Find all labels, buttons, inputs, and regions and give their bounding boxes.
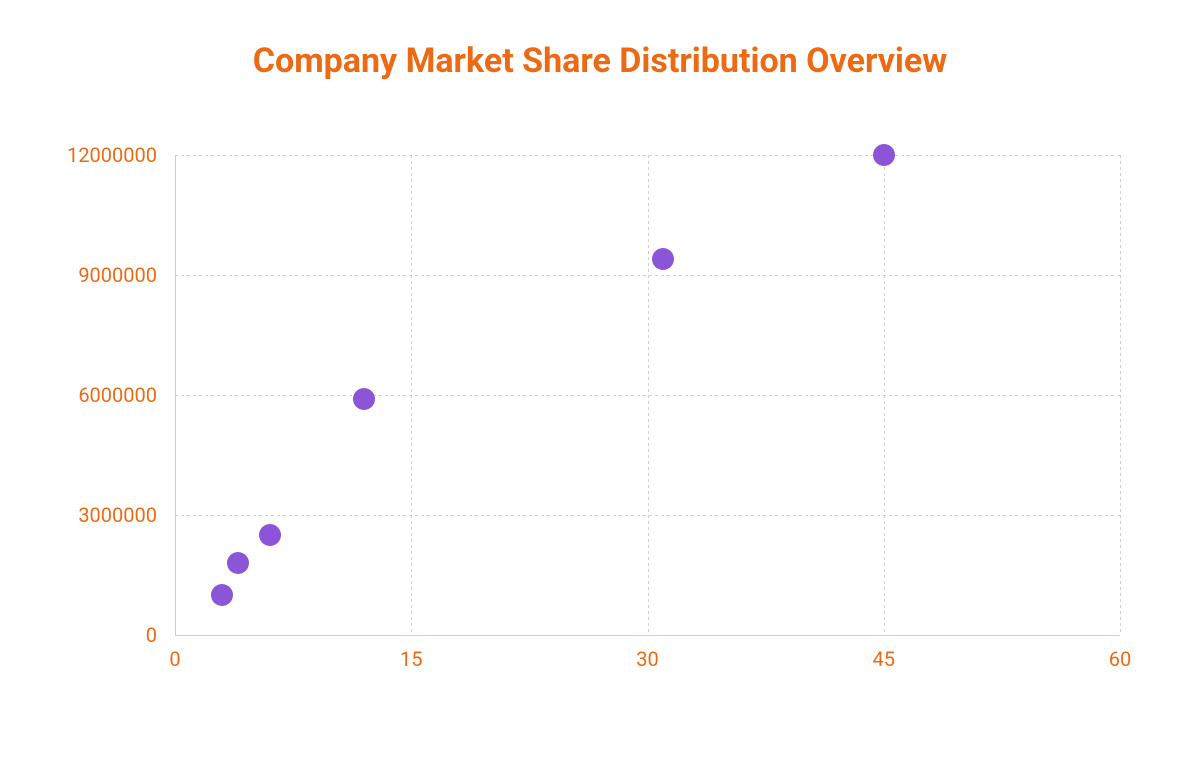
- grid-line-vertical: [648, 155, 649, 635]
- y-tick-label: 0: [7, 623, 157, 647]
- y-tick-label: 9000000: [7, 263, 157, 287]
- x-tick-label: 60: [1080, 647, 1160, 671]
- y-tick-label: 6000000: [7, 383, 157, 407]
- data-point: [211, 584, 233, 606]
- data-point: [227, 552, 249, 574]
- y-axis-line: [175, 155, 176, 635]
- grid-line-vertical: [884, 155, 885, 635]
- x-tick-label: 45: [844, 647, 924, 671]
- plot-area: 030000006000000900000012000000015304560: [175, 155, 1120, 635]
- data-point: [259, 524, 281, 546]
- grid-line-vertical: [411, 155, 412, 635]
- x-tick-label: 30: [608, 647, 688, 671]
- grid-line-vertical: [1120, 155, 1121, 635]
- y-tick-label: 12000000: [7, 143, 157, 167]
- data-point: [353, 388, 375, 410]
- data-point: [873, 144, 895, 166]
- chart-container: Company Market Share Distribution Overvi…: [0, 0, 1200, 771]
- data-point: [652, 248, 674, 270]
- x-tick-label: 0: [135, 647, 215, 671]
- chart-title: Company Market Share Distribution Overvi…: [0, 0, 1200, 83]
- x-tick-label: 15: [371, 647, 451, 671]
- y-tick-label: 3000000: [7, 503, 157, 527]
- x-axis-line: [175, 635, 1120, 636]
